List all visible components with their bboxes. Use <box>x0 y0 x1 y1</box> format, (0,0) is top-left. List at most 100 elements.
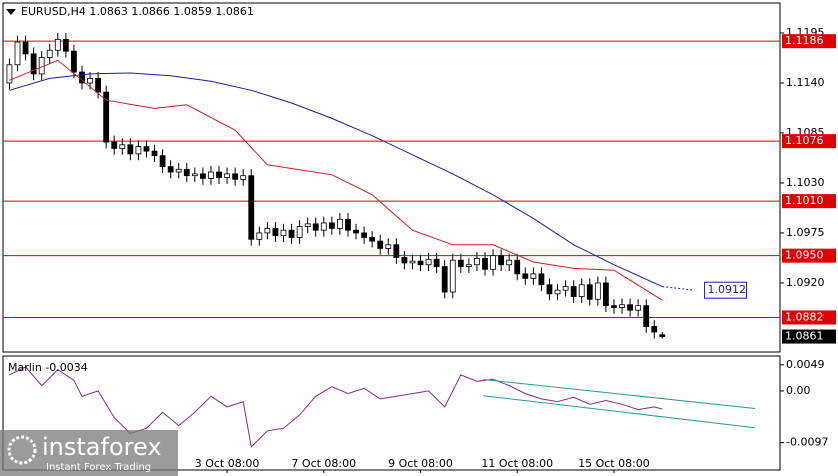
indicator-panel <box>2 355 781 471</box>
candle-body <box>635 305 642 311</box>
level-label: 1.0882 <box>785 310 824 323</box>
candle-body <box>377 240 384 249</box>
level-label-box <box>782 310 836 325</box>
candle-body <box>280 229 287 237</box>
candle-body <box>578 284 585 297</box>
candle-body <box>409 260 416 264</box>
candle-body <box>328 222 335 229</box>
candle-body <box>562 286 569 291</box>
y2-tick-label: 0.00 <box>786 384 811 397</box>
candle-body <box>506 259 513 266</box>
candle-body <box>643 305 650 327</box>
menu-icon <box>6 9 16 15</box>
candle-body <box>135 146 142 155</box>
candle-body <box>54 38 61 51</box>
candle-body <box>570 286 577 297</box>
y-tick-label: 1.1030 <box>786 176 825 189</box>
candle-body <box>353 229 359 234</box>
indicator-line <box>9 366 663 448</box>
candle-body <box>465 264 472 267</box>
candle-body <box>369 237 376 242</box>
candle-body <box>95 78 102 93</box>
candle-body <box>296 226 303 238</box>
channel-line <box>483 395 756 429</box>
plot-layer: 1.11951.11401.10851.10301.09751.09200.00… <box>3 26 836 473</box>
candle-body <box>127 144 134 155</box>
watermark-box <box>0 430 178 476</box>
candle-body <box>441 266 448 293</box>
projection-label: 1.0912 <box>708 283 747 296</box>
candle-body <box>611 305 617 308</box>
level-label-box <box>782 34 836 49</box>
candle-body <box>401 257 408 264</box>
candle-body <box>345 218 351 231</box>
level-label: 1.1186 <box>785 34 824 47</box>
candle-body <box>151 150 158 157</box>
candle-body <box>514 259 521 275</box>
candle-body <box>240 175 247 180</box>
level-label-box <box>782 248 836 263</box>
candle-body <box>482 257 488 270</box>
candle-body <box>256 232 263 240</box>
candle-body <box>183 168 190 177</box>
candle-body <box>474 257 480 266</box>
candle-body <box>538 273 545 286</box>
level-label-box <box>782 134 836 149</box>
projection-label-box <box>704 281 748 299</box>
candle-body <box>30 53 37 75</box>
ma-projection <box>662 286 695 291</box>
watermark-tagline: Instant Forex Trading <box>46 462 151 473</box>
candle-body <box>111 141 118 149</box>
price-panel <box>2 2 781 353</box>
candle-body <box>619 304 625 308</box>
y-tick-label: 1.0975 <box>786 226 825 239</box>
candle-body <box>449 259 456 293</box>
ma-line <box>9 59 663 301</box>
candle-body <box>361 232 367 238</box>
candle-body <box>79 71 85 84</box>
candle-body <box>248 175 255 240</box>
candle-body <box>14 41 21 66</box>
y2-tick-label: 0.0049 <box>786 358 825 371</box>
candle-body <box>216 171 222 178</box>
candle-body <box>119 144 126 149</box>
candle-body <box>71 50 77 73</box>
candle-body <box>417 260 424 266</box>
candle-body <box>393 244 400 258</box>
candle-body <box>659 334 666 337</box>
watermark: instaforex Instant Forex Trading <box>0 430 178 476</box>
candle-body <box>224 173 230 178</box>
candle-body <box>425 258 432 266</box>
candle-body <box>546 284 553 295</box>
candle-body <box>191 173 198 177</box>
candle-body <box>337 218 343 229</box>
candle-body <box>199 173 206 179</box>
candle-body <box>594 282 601 300</box>
candle-body <box>320 222 327 231</box>
level-label: 1.0950 <box>785 249 824 262</box>
y-tick-label: 1.1140 <box>786 76 825 89</box>
chart-title: EURUSD,H4 1.0863 1.0866 1.0859 1.0861 <box>21 5 254 18</box>
x-tick-label: 11 Oct 08:00 <box>481 457 553 470</box>
x-tick-label: 15 Oct 08:00 <box>578 457 650 470</box>
candle-body <box>586 284 593 300</box>
channel-line <box>483 379 756 409</box>
candle-body <box>232 173 239 180</box>
x-tick-label: 3 Oct 08:00 <box>195 457 260 470</box>
candle-body <box>312 223 319 231</box>
candle-body <box>6 64 13 84</box>
candle-body <box>433 258 440 267</box>
watermark-name: instaforex <box>42 433 162 461</box>
candle-body <box>627 304 633 311</box>
watermark-logo <box>7 435 37 465</box>
candle-body <box>175 168 182 173</box>
candle-body <box>272 227 279 237</box>
candle-body <box>651 326 658 333</box>
x-tick-label: 7 Oct 08:00 <box>291 457 356 470</box>
last-price-box <box>782 329 836 344</box>
candle-body <box>208 171 214 179</box>
candle-body <box>264 227 271 234</box>
y-tick-label: 1.0920 <box>786 276 825 289</box>
candle-body <box>522 273 529 279</box>
y2-tick-label: -0.0097 <box>786 436 828 449</box>
